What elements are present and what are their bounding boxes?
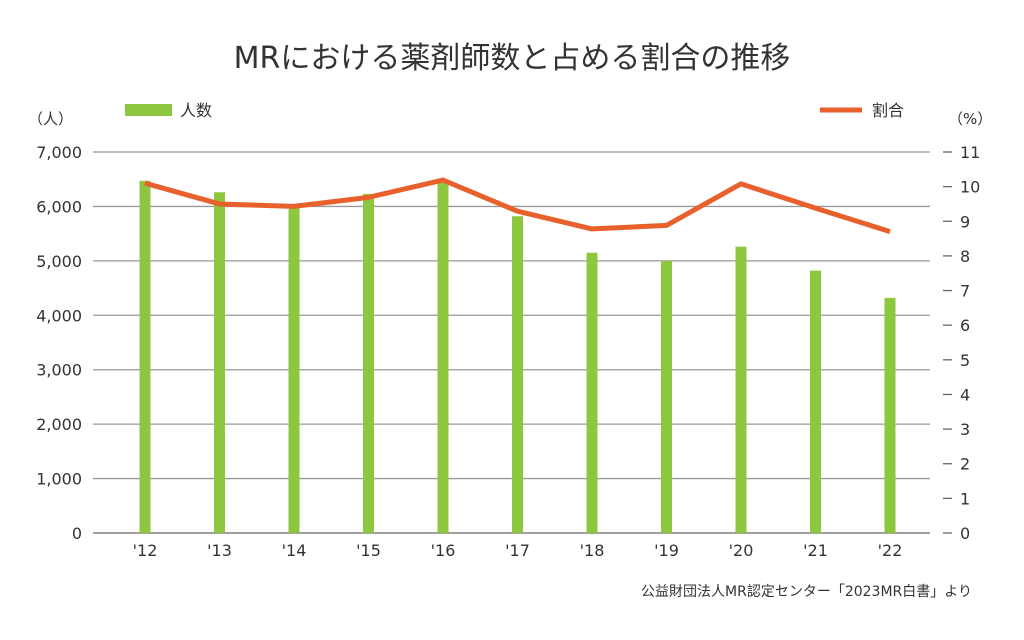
right-tick-label: 10 (960, 178, 980, 197)
x-tick-label: '18 (580, 541, 605, 560)
x-tick-label: '20 (729, 541, 754, 560)
left-tick-label: 4,000 (36, 306, 82, 325)
left-tick-label: 7,000 (36, 143, 82, 162)
legend-bar-swatch (125, 104, 172, 116)
left-tick-label: 3,000 (36, 361, 82, 380)
left-tick-label: 5,000 (36, 252, 82, 271)
right-tick-label: 6 (960, 316, 970, 335)
left-tick-label: 1,000 (36, 470, 82, 489)
left-tick-label: 2,000 (36, 415, 82, 434)
bar-'12 (139, 180, 151, 533)
left-tick-label: 6,000 (36, 197, 82, 216)
bar-'17 (512, 216, 523, 533)
left-tick-label: 0 (72, 524, 82, 543)
x-tick-label: '19 (654, 541, 679, 560)
x-tick-label: '15 (356, 541, 381, 560)
right-tick-label: 2 (960, 455, 970, 474)
legend-line-label: 割合 (872, 101, 904, 120)
legend-bar-label: 人数 (180, 101, 212, 120)
right-tick-label: 9 (960, 212, 970, 231)
bar-'21 (810, 270, 821, 533)
bar-'16 (437, 180, 449, 533)
right-tick-label: 4 (960, 385, 970, 404)
right-tick-label: 3 (960, 420, 970, 439)
right-tick-label: 7 (960, 282, 970, 301)
right-axis-unit: （%） (948, 110, 992, 128)
source-note: 公益財団法人MR認定センター「2023MR白書」より (641, 584, 972, 600)
x-tick-label: '17 (505, 541, 530, 560)
x-tick-label: '13 (207, 541, 232, 560)
bar-'15 (363, 193, 374, 533)
bar-'13 (214, 192, 225, 533)
x-tick-label: '12 (133, 541, 158, 560)
bar-'20 (735, 246, 747, 533)
right-tick-label: 5 (960, 351, 970, 370)
left-axis-unit: （人） (28, 110, 73, 128)
x-tick-label: '16 (431, 541, 456, 560)
x-tick-label: '22 (878, 541, 903, 560)
bar-'18 (586, 252, 598, 533)
bar-'22 (884, 297, 896, 533)
right-tick-label: 0 (960, 524, 970, 543)
bar-'14 (288, 206, 300, 533)
bar-'19 (661, 260, 672, 533)
x-tick-label: '21 (803, 541, 828, 560)
right-tick-label: 11 (960, 143, 980, 162)
right-tick-label: 8 (960, 247, 970, 266)
x-tick-label: '14 (282, 541, 307, 560)
chart-title: MRにおける薬剤師数と占める割合の推移 (234, 41, 791, 76)
right-tick-label: 1 (960, 489, 970, 508)
